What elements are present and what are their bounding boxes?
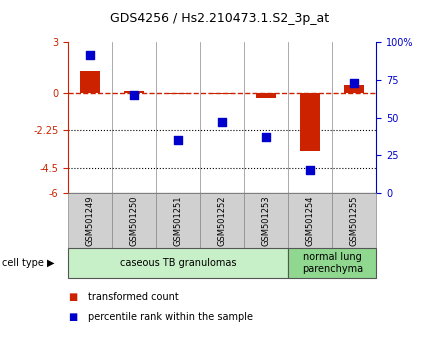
Text: GSM501250: GSM501250 — [130, 195, 139, 246]
Bar — [345, 85, 364, 93]
Text: percentile rank within the sample: percentile rank within the sample — [88, 312, 253, 322]
Bar — [213, 93, 232, 94]
Point — [263, 135, 270, 140]
Point — [219, 119, 226, 125]
Text: ■: ■ — [68, 312, 77, 322]
Text: GSM501249: GSM501249 — [86, 195, 95, 246]
Point — [87, 52, 94, 57]
Text: GSM501252: GSM501252 — [218, 195, 227, 246]
Bar — [169, 93, 188, 94]
Text: GSM501253: GSM501253 — [262, 195, 271, 246]
Text: cell type ▶: cell type ▶ — [2, 258, 55, 268]
Text: GSM501254: GSM501254 — [306, 195, 315, 246]
Bar — [125, 91, 144, 93]
Text: GDS4256 / Hs2.210473.1.S2_3p_at: GDS4256 / Hs2.210473.1.S2_3p_at — [110, 12, 330, 25]
Text: normal lung
parenchyma: normal lung parenchyma — [302, 252, 363, 274]
Text: ■: ■ — [68, 292, 77, 302]
Text: GSM501251: GSM501251 — [174, 195, 183, 246]
Point — [131, 92, 138, 98]
Text: GSM501255: GSM501255 — [350, 195, 359, 246]
Bar — [301, 93, 320, 151]
Point — [175, 137, 182, 143]
Text: transformed count: transformed count — [88, 292, 179, 302]
Point — [307, 167, 314, 173]
Text: caseous TB granulomas: caseous TB granulomas — [120, 258, 236, 268]
Bar — [257, 93, 276, 98]
Point — [351, 80, 358, 86]
Bar — [81, 71, 100, 93]
